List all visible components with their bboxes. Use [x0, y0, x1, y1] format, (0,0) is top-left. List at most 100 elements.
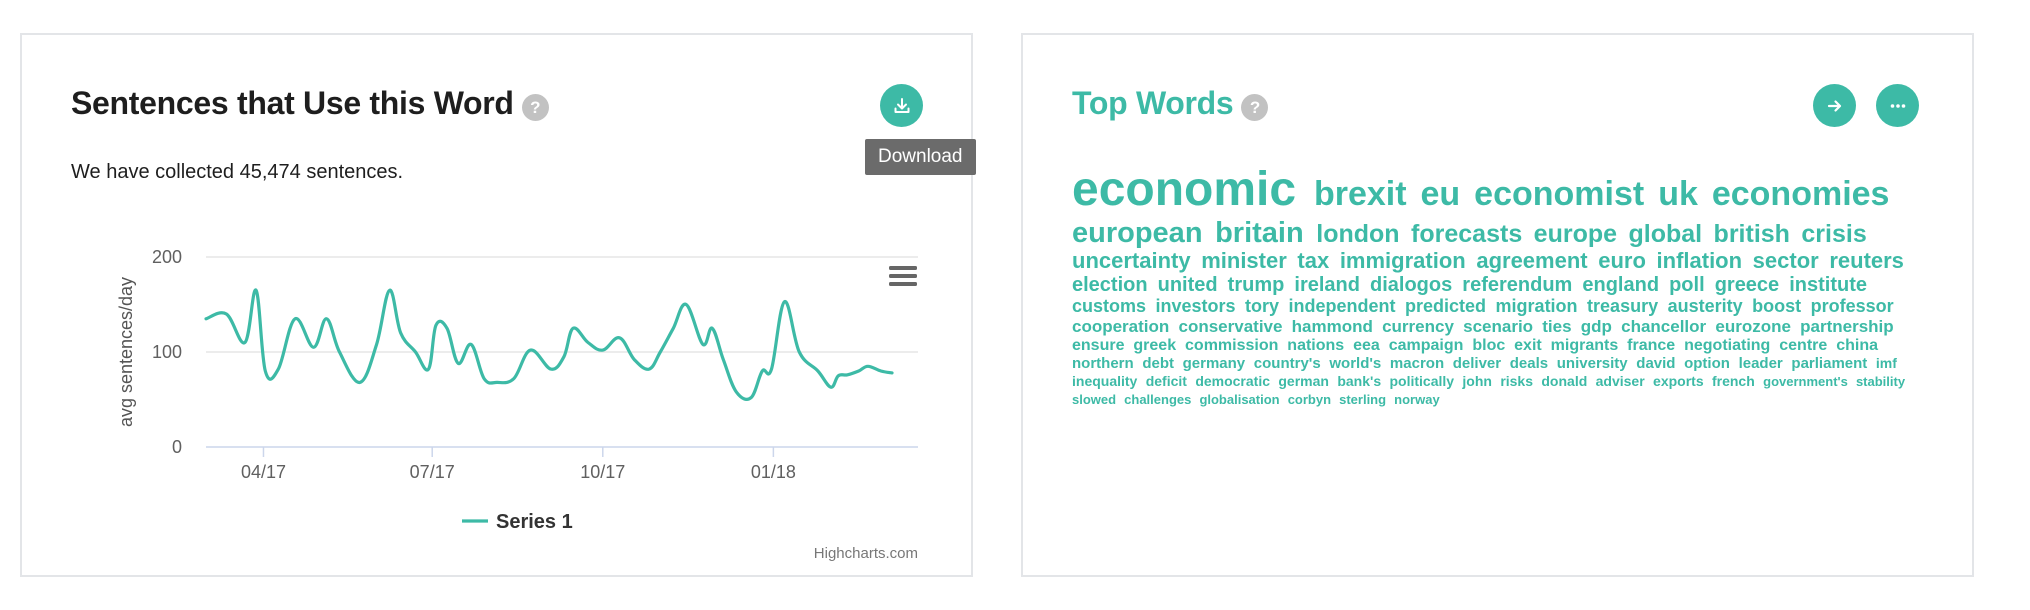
word-cloud-word[interactable]: uncertainty: [1072, 248, 1191, 274]
word-cloud-word[interactable]: politically: [1389, 372, 1455, 389]
word-cloud-word[interactable]: david: [1636, 354, 1676, 372]
word-cloud-word[interactable]: exit: [1514, 337, 1542, 355]
word-cloud-word[interactable]: france: [1627, 337, 1676, 355]
word-cloud-word[interactable]: deals: [1509, 354, 1549, 372]
word-cloud-word[interactable]: germany: [1182, 354, 1246, 372]
word-cloud-word[interactable]: ireland: [1294, 273, 1360, 296]
word-cloud-word[interactable]: institute: [1789, 273, 1868, 296]
word-cloud-word[interactable]: england: [1582, 273, 1660, 296]
word-cloud-word[interactable]: french: [1711, 372, 1755, 389]
word-cloud-word[interactable]: john: [1462, 372, 1492, 389]
word-cloud-word[interactable]: risks: [1500, 372, 1534, 389]
word-cloud-word[interactable]: bank's: [1337, 372, 1382, 389]
word-cloud-word[interactable]: greece: [1714, 273, 1780, 296]
word-cloud-word[interactable]: slowed: [1072, 391, 1117, 407]
word-cloud-word[interactable]: corbyn: [1287, 391, 1332, 407]
word-cloud-word[interactable]: world's: [1329, 354, 1382, 372]
word-cloud-word[interactable]: sterling: [1339, 391, 1387, 407]
word-cloud-word[interactable]: country's: [1253, 354, 1321, 372]
word-cloud-word[interactable]: german: [1278, 372, 1329, 389]
word-cloud-word[interactable]: eu: [1420, 175, 1461, 213]
word-cloud-word[interactable]: eea: [1353, 337, 1380, 355]
help-icon[interactable]: ?: [521, 94, 549, 121]
word-cloud-word[interactable]: predicted: [1405, 296, 1487, 317]
word-cloud-word[interactable]: economic: [1072, 163, 1297, 216]
word-cloud-word[interactable]: migration: [1495, 296, 1578, 317]
word-cloud-word[interactable]: macron: [1389, 354, 1445, 372]
word-cloud-word[interactable]: deliver: [1452, 354, 1502, 372]
word-cloud-word[interactable]: greek: [1133, 337, 1177, 355]
word-cloud-word[interactable]: forecasts: [1411, 219, 1523, 248]
word-cloud-word[interactable]: investors: [1155, 296, 1236, 317]
word-cloud-word[interactable]: stability: [1855, 373, 1906, 389]
word-cloud-word[interactable]: poll: [1669, 273, 1705, 296]
word-cloud-word[interactable]: globalisation: [1199, 391, 1280, 407]
word-cloud-word[interactable]: exports: [1653, 372, 1704, 389]
word-cloud-word[interactable]: boost: [1752, 296, 1802, 317]
word-cloud-word[interactable]: currency: [1382, 317, 1454, 337]
word-cloud-word[interactable]: crisis: [1801, 219, 1867, 248]
word-cloud-word[interactable]: minister: [1201, 248, 1287, 274]
word-cloud-word[interactable]: professor: [1810, 296, 1894, 317]
word-cloud-word[interactable]: treasury: [1587, 296, 1659, 317]
word-cloud-word[interactable]: ties: [1542, 317, 1572, 337]
chart-legend-label[interactable]: Series 1: [496, 511, 573, 533]
word-cloud-word[interactable]: option: [1684, 354, 1730, 372]
word-cloud-word[interactable]: commission: [1185, 337, 1279, 355]
word-cloud-word[interactable]: british: [1713, 219, 1790, 248]
download-button[interactable]: [880, 84, 923, 127]
help-icon[interactable]: ?: [1241, 94, 1269, 121]
chart-credit[interactable]: Highcharts.com: [814, 545, 918, 562]
word-cloud-word[interactable]: customs: [1072, 296, 1147, 317]
word-cloud-word[interactable]: independent: [1288, 296, 1396, 317]
go-to-words-button[interactable]: [1813, 84, 1856, 127]
word-cloud-word[interactable]: economist: [1474, 175, 1645, 213]
word-cloud-word[interactable]: economies: [1711, 175, 1890, 213]
word-cloud-word[interactable]: hammond: [1291, 317, 1373, 337]
word-cloud-word[interactable]: debt: [1142, 354, 1174, 372]
word-cloud-word[interactable]: negotiating: [1684, 337, 1771, 355]
word-cloud-word[interactable]: eurozone: [1715, 317, 1791, 337]
word-cloud-word[interactable]: government's: [1763, 373, 1848, 389]
word-cloud-word[interactable]: sector: [1752, 248, 1819, 274]
hamburger-icon[interactable]: [889, 266, 917, 286]
word-cloud-word[interactable]: election: [1072, 273, 1148, 296]
word-cloud-word[interactable]: united: [1157, 273, 1218, 296]
word-cloud-word[interactable]: china: [1836, 337, 1878, 355]
more-options-button[interactable]: [1876, 84, 1919, 127]
word-cloud-word[interactable]: european: [1072, 216, 1203, 249]
word-cloud-word[interactable]: bloc: [1472, 337, 1506, 355]
chart-series-line[interactable]: [204, 288, 894, 401]
word-cloud-word[interactable]: campaign: [1388, 337, 1464, 355]
word-cloud-word[interactable]: austerity: [1667, 296, 1743, 317]
word-cloud-word[interactable]: leader: [1738, 354, 1783, 372]
word-cloud-word[interactable]: global: [1628, 219, 1703, 248]
word-cloud-word[interactable]: tory: [1245, 296, 1280, 317]
word-cloud-word[interactable]: ensure: [1072, 337, 1125, 355]
word-cloud-word[interactable]: trump: [1227, 273, 1285, 296]
word-cloud-word[interactable]: reuters: [1829, 248, 1904, 274]
word-cloud-word[interactable]: scenario: [1463, 317, 1534, 337]
word-cloud-word[interactable]: referendum: [1462, 273, 1573, 296]
word-cloud-word[interactable]: deficit: [1145, 372, 1187, 389]
word-cloud-word[interactable]: cooperation: [1072, 317, 1170, 337]
word-cloud-word[interactable]: euro: [1598, 248, 1646, 274]
word-cloud-word[interactable]: gdp: [1580, 317, 1612, 337]
word-cloud-word[interactable]: chancellor: [1621, 317, 1707, 337]
word-cloud-word[interactable]: agreement: [1476, 248, 1588, 274]
word-cloud-word[interactable]: inequality: [1072, 372, 1138, 389]
word-cloud-word[interactable]: tax: [1297, 248, 1330, 274]
word-cloud-word[interactable]: norway: [1394, 391, 1440, 407]
word-cloud-word[interactable]: centre: [1779, 337, 1828, 355]
word-cloud-word[interactable]: challenges: [1124, 391, 1192, 407]
word-cloud-word[interactable]: conservative: [1178, 317, 1283, 337]
word-cloud-word[interactable]: northern: [1072, 354, 1134, 372]
word-cloud-word[interactable]: uk: [1658, 175, 1698, 213]
word-cloud-word[interactable]: nations: [1287, 337, 1345, 355]
word-cloud-word[interactable]: migrants: [1550, 337, 1619, 355]
word-cloud-word[interactable]: brexit: [1313, 175, 1407, 213]
word-cloud-word[interactable]: parliament: [1791, 354, 1868, 372]
word-cloud-word[interactable]: london: [1316, 219, 1400, 248]
word-cloud-word[interactable]: dialogos: [1370, 273, 1453, 296]
word-cloud-word[interactable]: inflation: [1656, 248, 1743, 274]
